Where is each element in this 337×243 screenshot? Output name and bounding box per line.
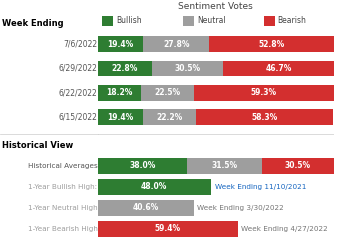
Text: 6/29/2022: 6/29/2022	[59, 64, 97, 73]
Text: Week Ending 3/30/2022: Week Ending 3/30/2022	[197, 205, 284, 211]
Text: 48.0%: 48.0%	[141, 182, 167, 191]
Text: 30.5%: 30.5%	[175, 64, 201, 73]
Text: 59.4%: 59.4%	[155, 224, 181, 233]
Text: Bullish: Bullish	[116, 17, 142, 26]
Bar	[98, 221, 238, 237]
Bar	[262, 158, 334, 174]
Bar	[187, 158, 262, 174]
Text: 6/22/2022: 6/22/2022	[59, 88, 97, 97]
Text: 1-Year Neutral High: 1-Year Neutral High	[28, 205, 97, 211]
Text: 22.8%: 22.8%	[112, 64, 138, 73]
Text: Neutral: Neutral	[197, 17, 225, 26]
Text: Bearish: Bearish	[278, 17, 307, 26]
Text: Week Ending 4/27/2022: Week Ending 4/27/2022	[241, 226, 328, 232]
Bar	[98, 179, 211, 195]
Bar	[102, 16, 113, 26]
Text: 19.4%: 19.4%	[108, 40, 134, 49]
Text: Sentiment Votes: Sentiment Votes	[178, 2, 253, 11]
Text: Historical View: Historical View	[2, 141, 73, 150]
Bar	[209, 36, 334, 52]
Bar	[98, 61, 152, 77]
Text: 58.3%: 58.3%	[251, 113, 278, 122]
Bar	[194, 85, 334, 101]
Bar	[183, 16, 194, 26]
Text: 6/15/2022: 6/15/2022	[59, 113, 97, 122]
Text: Historical Averages: Historical Averages	[28, 163, 97, 169]
Bar	[144, 109, 196, 125]
Text: 52.8%: 52.8%	[258, 40, 284, 49]
Bar	[98, 158, 187, 174]
Bar	[98, 85, 141, 101]
Text: 30.5%: 30.5%	[284, 161, 311, 170]
Text: 22.2%: 22.2%	[157, 113, 183, 122]
Text: 31.5%: 31.5%	[211, 161, 238, 170]
Text: 40.6%: 40.6%	[132, 203, 159, 212]
Bar	[152, 61, 223, 77]
Bar	[98, 36, 144, 52]
Text: Week Ending: Week Ending	[2, 19, 64, 28]
Text: 22.5%: 22.5%	[154, 88, 180, 97]
Text: 27.8%: 27.8%	[163, 40, 189, 49]
Text: 46.7%: 46.7%	[265, 64, 292, 73]
Text: 59.3%: 59.3%	[251, 88, 277, 97]
Bar	[98, 200, 193, 216]
Bar	[141, 85, 194, 101]
Text: 38.0%: 38.0%	[129, 161, 156, 170]
Text: 19.4%: 19.4%	[108, 113, 134, 122]
Bar	[264, 16, 275, 26]
Text: 7/6/2022: 7/6/2022	[63, 40, 97, 49]
Bar	[98, 109, 144, 125]
Text: 1-Year Bullish High:: 1-Year Bullish High:	[28, 184, 97, 190]
Bar	[196, 109, 333, 125]
Text: 1-Year Bearish High: 1-Year Bearish High	[28, 226, 97, 232]
Bar	[144, 36, 209, 52]
Bar	[223, 61, 334, 77]
Text: 18.2%: 18.2%	[106, 88, 132, 97]
Text: Week Ending 11/10/2021: Week Ending 11/10/2021	[214, 184, 306, 190]
